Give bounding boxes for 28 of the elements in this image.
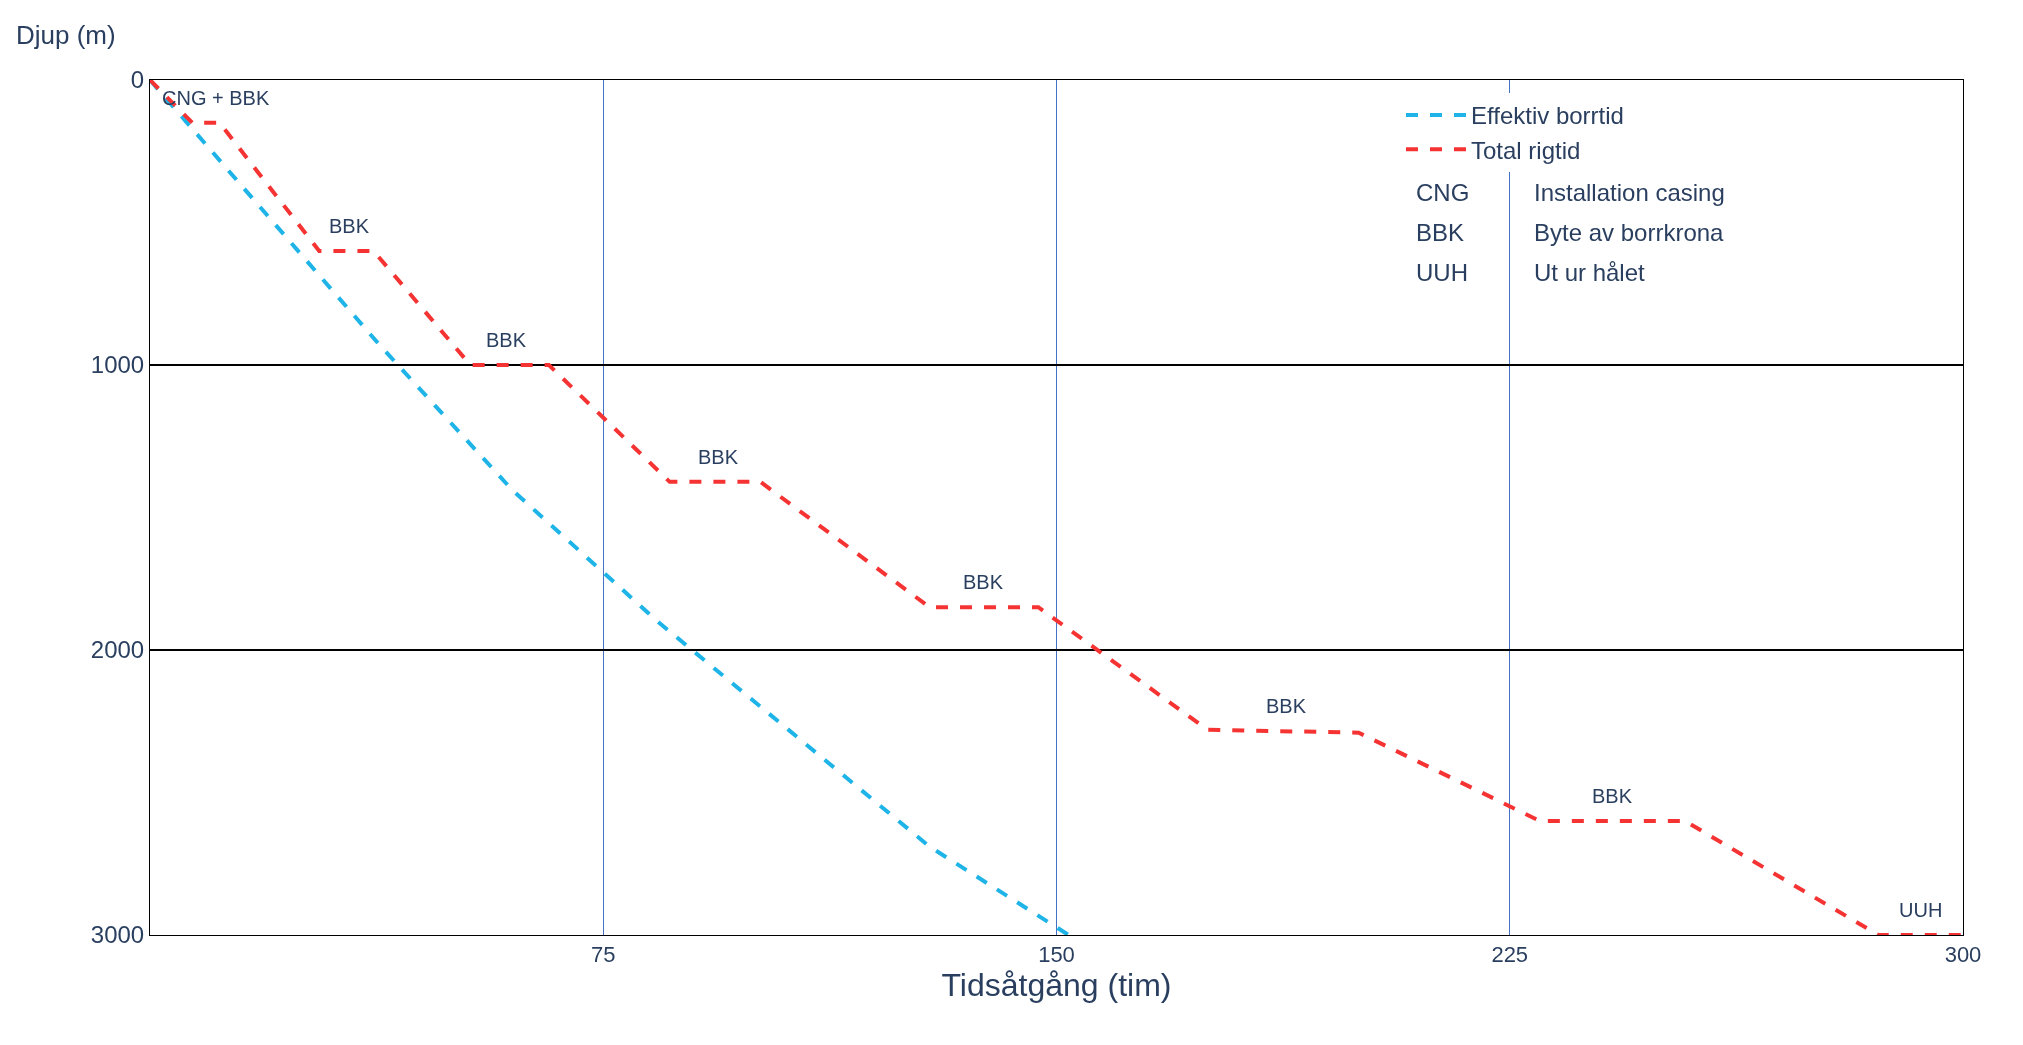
line-series — [150, 80, 1071, 935]
x-axis-title: Tidsåtgång (tim) — [941, 967, 1172, 1004]
annotation: BBK — [698, 446, 739, 468]
y-tick-label: 1000 — [90, 351, 145, 379]
x-tick-label: 225 — [1491, 942, 1529, 968]
annotation: UUH — [1899, 899, 1943, 921]
x-tick-label: 300 — [1944, 942, 1982, 968]
y-tick-label: 2000 — [90, 636, 145, 664]
legend-label: Total rigtid — [1470, 136, 1581, 164]
x-tick-label: 150 — [1038, 942, 1075, 968]
y-axis-title: Djup (m) — [16, 20, 116, 50]
legend-label: Effektiv borrtid — [1470, 102, 1624, 130]
annotation: BBK — [486, 329, 527, 351]
annotation: BBK — [963, 571, 1004, 593]
x-tick-label: 75 — [591, 942, 616, 968]
annotation: Ut ur hålet — [1534, 259, 1646, 286]
annotation: UUH — [1416, 259, 1468, 286]
annotation: CNG + BBK — [162, 87, 270, 109]
annotation: CNG — [1416, 179, 1470, 206]
line-series — [150, 80, 1963, 935]
y-tick-label: 3000 — [90, 921, 145, 949]
annotation: BBK — [329, 215, 370, 237]
y-tick-label: 0 — [130, 66, 145, 94]
annotation: BBK — [1416, 219, 1465, 246]
annotation: Byte av borrkrona — [1534, 219, 1725, 246]
annotation: Installation casing — [1534, 179, 1725, 206]
annotation: BBK — [1592, 785, 1633, 807]
annotation: BBK — [1266, 695, 1307, 717]
